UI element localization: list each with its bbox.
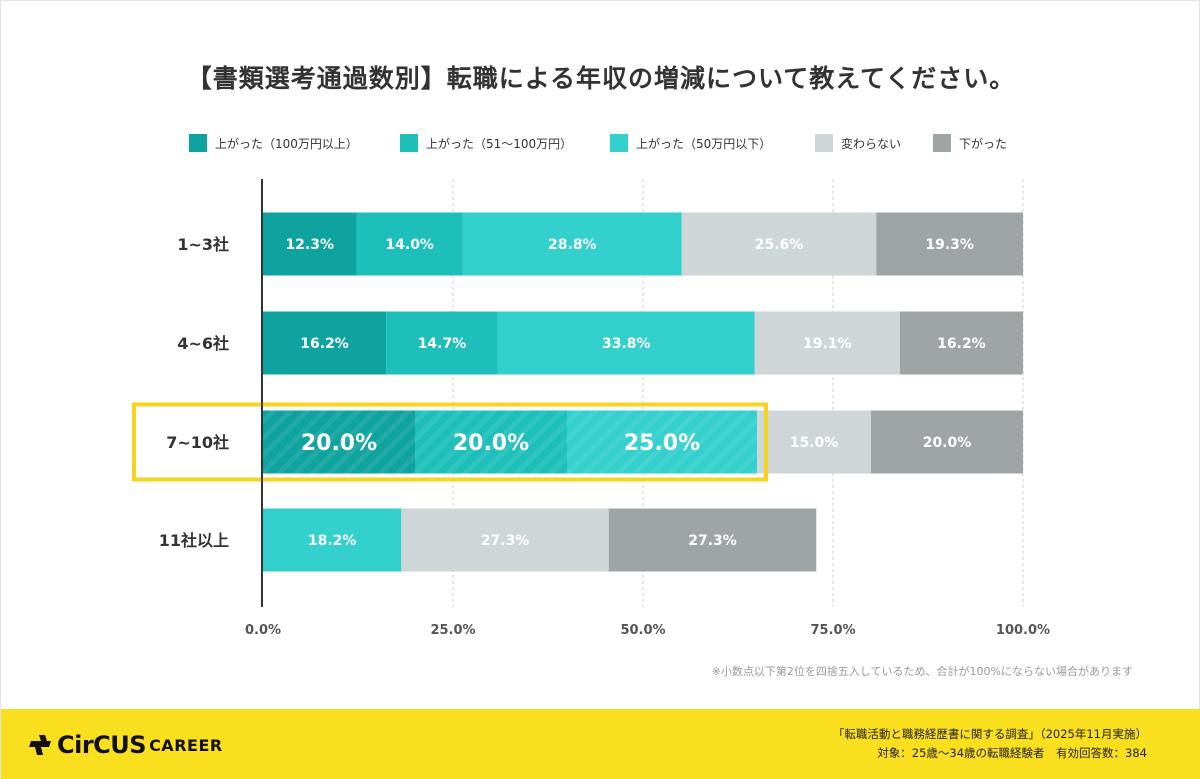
data-label: 19.3% — [925, 237, 974, 253]
legend-label: 上がった（50万円以下） — [636, 136, 772, 151]
bar-segment — [462, 212, 682, 276]
bar-segment — [263, 311, 387, 375]
legend-swatch — [610, 134, 628, 152]
footer-bar: CirCUS CAREER 「転職活動と職務経歴書に関する調査」（2025年11… — [1, 709, 1200, 779]
logo-text-circus: CirCUS — [57, 731, 147, 759]
bar-segment — [401, 508, 609, 572]
legend-label: 上がった（100万円以上） — [215, 136, 358, 151]
survey-source: 「転職活動と職務経歴書に関する調査」（2025年11月実施） 対象：25歳～34… — [833, 725, 1147, 763]
legend-swatch — [189, 134, 207, 152]
bar-segment-hatch — [567, 410, 757, 474]
bar-segment — [356, 212, 463, 276]
bar-segment — [497, 311, 755, 375]
bar-segment — [263, 508, 402, 572]
data-label: 14.7% — [418, 336, 467, 352]
bar-segment — [386, 311, 498, 375]
x-tick-label: 0.0% — [245, 623, 281, 638]
data-label: 25.0% — [624, 431, 700, 456]
x-tick-label: 75.0% — [810, 623, 855, 638]
category-label: 7~10社 — [166, 433, 229, 452]
data-label: 15.0% — [790, 435, 839, 451]
legend-item-unchanged: 変わらない — [815, 133, 901, 153]
footnote: ※小数点以下第2位を四捨五入しているため、合計が100%にならない場合があります — [711, 665, 1133, 678]
bar-segment — [754, 311, 900, 375]
bar-segment — [757, 410, 871, 474]
data-label: 18.2% — [308, 533, 357, 549]
logo-text-career: CAREER — [149, 735, 223, 755]
bar-segment-hatch — [263, 410, 415, 474]
legend-swatch — [933, 134, 951, 152]
bar-segment — [608, 508, 817, 572]
x-tick-label: 50.0% — [620, 623, 665, 638]
data-label: 12.3% — [285, 237, 334, 253]
x-tick-label: 100.0% — [996, 623, 1050, 638]
bar-segment-hatch — [415, 410, 567, 474]
data-label: 20.0% — [923, 435, 972, 451]
data-label: 20.0% — [453, 431, 529, 456]
legend-label: 下がった — [959, 136, 1008, 151]
legend-label: 変わらない — [841, 136, 902, 151]
legend-item-up-100plus: 上がった（100万円以上） — [189, 133, 358, 153]
bar-segment — [263, 212, 357, 276]
legend-item-up-51-100: 上がった（51～100万円） — [400, 133, 572, 153]
data-label: 19.1% — [803, 336, 852, 352]
legend-swatch — [400, 134, 418, 152]
axis: 0.0% 25.0% 50.0% 75.0% 100.0% 1~3社 4~6社 7~10社 11… — [159, 179, 1050, 638]
legend-swatch — [815, 134, 833, 152]
bar-segment — [871, 410, 1023, 474]
x-tick-label: 25.0% — [430, 623, 475, 638]
circus-career-logo: CirCUS CAREER — [27, 731, 223, 759]
survey-title: 「転職活動と職務経歴書に関する調査」（2025年11月実施） — [832, 727, 1147, 741]
legend-item-up-50-or-less: 上がった（50万円以下） — [610, 133, 771, 153]
data-label: 27.3% — [481, 533, 530, 549]
highlight-frame — [132, 402, 768, 482]
bar-segment — [681, 212, 877, 276]
stacked-bar-chart: 12.3% 14.0% 28.8% 25.6% 19.3% 16.2% 14.7% 33.8%… — [132, 179, 1050, 638]
data-label: 33.8% — [602, 336, 651, 352]
chart-legend: 上がった（100万円以上） 上がった（51～100万円） 上がった（50万円以下… — [1, 133, 1200, 155]
data-label: 28.8% — [548, 237, 597, 253]
chart-title: 【書類選考通過数別】転職による年収の増減について教えてください。 — [186, 64, 1016, 93]
survey-target: 対象：25歳～34歳の転職経験者 有効回答数：384 — [877, 746, 1147, 760]
category-label: 4~6社 — [177, 334, 229, 353]
bar-segment — [899, 311, 1023, 375]
legend-label: 上がった（51～100万円） — [426, 136, 573, 151]
data-label: 16.2% — [300, 336, 349, 352]
data-label: 20.0% — [301, 431, 377, 456]
bar-segment — [876, 212, 1023, 276]
logo-mark-icon — [29, 735, 51, 755]
data-label: 14.0% — [385, 237, 434, 253]
category-label: 11社以上 — [159, 531, 229, 550]
legend-item-down: 下がった — [933, 133, 1007, 153]
category-label: 1~3社 — [177, 235, 229, 254]
bar-segments: 12.3% 14.0% 28.8% 25.6% 19.3% 16.2% 14.7% 33.8%… — [132, 212, 1023, 572]
data-label: 27.3% — [688, 533, 737, 549]
data-label: 25.6% — [755, 237, 804, 253]
data-label: 16.2% — [937, 336, 986, 352]
